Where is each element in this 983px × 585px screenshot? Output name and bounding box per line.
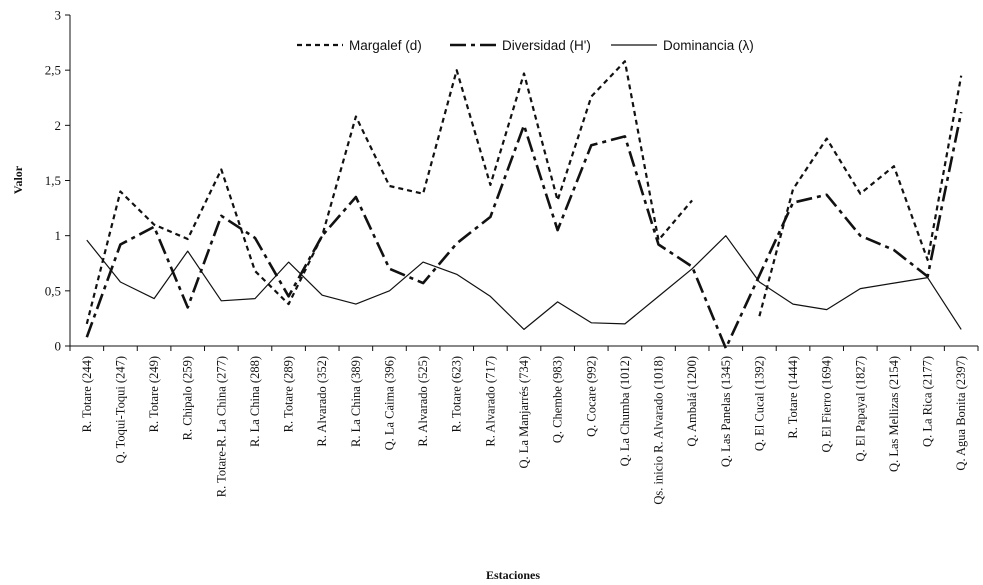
x-tick-label: Q. El Fierro (1694) bbox=[820, 356, 834, 453]
x-axis-title: Estaciones bbox=[486, 568, 540, 582]
axes bbox=[69, 15, 978, 347]
x-tick-label: R. Totare (289) bbox=[282, 356, 296, 432]
x-tick-label: R. Alvarado (525) bbox=[416, 356, 430, 447]
legend-label-3: Dominancia (λ) bbox=[663, 38, 754, 53]
x-tick-label: R. Totare (244) bbox=[80, 356, 94, 432]
y-tick-label: 0,5 bbox=[45, 283, 61, 298]
legend-label-2: Diversidad (H') bbox=[502, 38, 591, 53]
y-tick-label: 0 bbox=[55, 339, 62, 354]
x-axis-ticks: R. Totare (244) Q. Toqui-Toqui (247) R. To… bbox=[69, 346, 979, 505]
x-tick-label: R. Totare (623) bbox=[450, 356, 464, 432]
x-tick-label: R. Totare (1444) bbox=[786, 356, 800, 439]
x-tick-label: R. Alvarado (717) bbox=[483, 356, 497, 447]
y-axis-title: Valor bbox=[11, 165, 25, 194]
x-tick-label: R. Totare-R. La China (277) bbox=[214, 356, 228, 497]
x-tick-label: Q. Chembe (983) bbox=[551, 356, 565, 443]
y-tick-label: 1,5 bbox=[45, 173, 61, 188]
series-line-3 bbox=[86, 235, 962, 330]
x-tick-label: Q. La Caima (396) bbox=[382, 356, 396, 450]
y-tick-label: 3 bbox=[55, 8, 62, 23]
y-tick-label: 1 bbox=[55, 228, 62, 243]
x-tick-label: R. Totare (249) bbox=[147, 356, 161, 432]
x-tick-label: Q. El Papayal (1827) bbox=[853, 356, 867, 462]
x-tick-label: R. Chipalo (259) bbox=[181, 356, 195, 440]
series-line-2 bbox=[85, 111, 963, 350]
x-tick-label: Q. La Chumba (1012) bbox=[618, 356, 632, 466]
x-tick-label: Q. La Rica (2177) bbox=[921, 356, 935, 447]
x-tick-label: R. La China (389) bbox=[349, 356, 363, 447]
x-tick-label: Q. Ambalá (1200) bbox=[685, 356, 699, 447]
series-lines bbox=[85, 60, 963, 350]
x-tick-label: Q. Agua Bonita (2397) bbox=[954, 356, 968, 471]
x-tick-label: Q. El Cucal (1392) bbox=[752, 356, 766, 451]
x-tick-label: Q. Las Panelas (1345) bbox=[719, 356, 733, 467]
y-tick-label: 2,5 bbox=[45, 63, 61, 78]
x-tick-label: Q. Cocare (992) bbox=[584, 356, 598, 437]
x-tick-label: R. La China (288) bbox=[248, 356, 262, 447]
x-tick-label: Q. Toqui-Toqui (247) bbox=[113, 356, 127, 463]
y-tick-label: 2 bbox=[55, 118, 62, 133]
legend: Margalef (d) Diversidad (H') Dominancia (λ… bbox=[297, 38, 754, 53]
y-axis-ticks: 0 0,5 1 1,5 2 2,5 3 bbox=[45, 8, 70, 354]
legend-label-1: Margalef (d) bbox=[349, 38, 422, 53]
x-tick-label: R. Alvarado (352) bbox=[315, 356, 329, 447]
x-tick-label: Q. Las Mellizas (2154) bbox=[887, 356, 901, 472]
series-line-1 bbox=[85, 60, 963, 325]
x-tick-label: Q. La Manjarrés (734) bbox=[517, 356, 531, 468]
x-tick-label: Qs. inicio R. Alvarado (1018) bbox=[652, 356, 666, 505]
